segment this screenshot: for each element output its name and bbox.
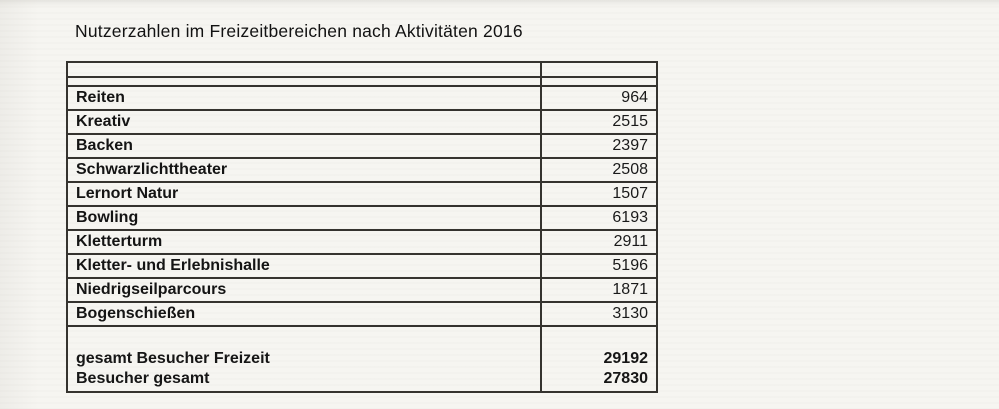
activity-value: 2397: [540, 133, 658, 159]
spacer-label-cell: [66, 76, 542, 87]
activity-value: 1871: [540, 277, 658, 303]
page-title: Nutzerzahlen im Freizeitbereichen nach A…: [75, 21, 523, 41]
header-value-cell: [540, 61, 658, 78]
table-row: Bowling 6193: [66, 205, 658, 231]
activity-label: Bowling: [66, 205, 542, 231]
activities-table: Reiten 964 Kreativ 2515 Backen 2397 Schw…: [66, 61, 658, 393]
activity-label: Lernort Natur: [66, 181, 542, 207]
total-value-line: 27830: [603, 369, 649, 387]
activity-value: 6193: [540, 205, 658, 231]
activity-value: 2911: [540, 229, 658, 255]
total-label-line: gesamt Besucher Freizeit: [76, 350, 270, 367]
table-row: Kreativ 2515: [66, 109, 658, 135]
table-row: Reiten 964: [66, 85, 658, 111]
activity-value: 2508: [540, 157, 658, 183]
spacer-value-cell: [540, 76, 658, 87]
activity-value: 5196: [540, 253, 658, 279]
activity-label: Kreativ: [66, 109, 542, 135]
total-label-line: Besucher gesamt: [76, 369, 210, 387]
activity-value: 2515: [540, 109, 658, 135]
activity-value: 1507: [540, 181, 658, 207]
activity-value: 964: [540, 85, 658, 111]
totals-values-cell: 29192 27830: [540, 325, 658, 393]
header-label-cell: [66, 61, 542, 78]
activity-label: Kletterturm: [66, 229, 542, 255]
table-header-row: [66, 61, 658, 78]
activity-label: Kletter- und Erlebnishalle: [66, 253, 542, 279]
table-row: Kletter- und Erlebnishalle 5196: [66, 253, 658, 279]
totals-row: gesamt Besucher Freizeit Besucher gesamt…: [66, 325, 658, 393]
activity-label: Bogenschießen: [66, 301, 542, 327]
table-row: Bogenschießen 3130: [66, 301, 658, 327]
table-row: Niedrigseilparcours 1871: [66, 277, 658, 303]
activity-label: Niedrigseilparcours: [66, 277, 542, 303]
activity-value: 3130: [540, 301, 658, 327]
spacer-row: [66, 76, 658, 87]
table-row: Kletterturm 2911: [66, 229, 658, 255]
table-row: Schwarzlichttheater 2508: [66, 157, 658, 183]
activity-label: Backen: [66, 133, 542, 159]
activity-label: Reiten: [66, 85, 542, 111]
activity-label: Schwarzlichttheater: [66, 157, 542, 183]
total-value-line: 29192: [603, 350, 649, 367]
totals-labels-cell: gesamt Besucher Freizeit Besucher gesamt: [66, 325, 542, 393]
table-row: Backen 2397: [66, 133, 658, 159]
table-row: Lernort Natur 1507: [66, 181, 658, 207]
